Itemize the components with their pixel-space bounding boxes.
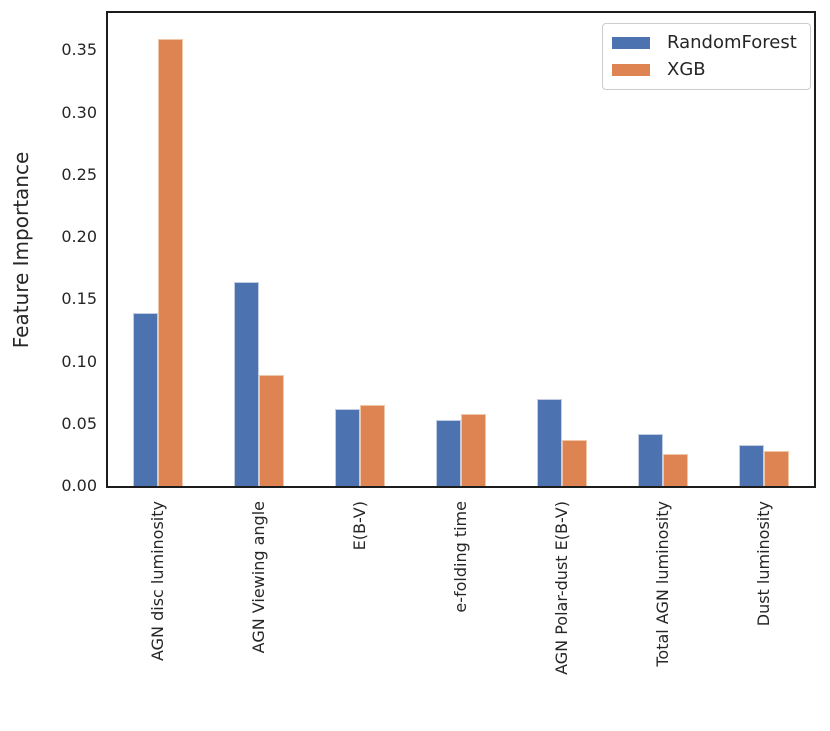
bar-xgb-2 [259,375,285,486]
bar-randomforest-6 [637,434,663,486]
x-tick-label-1: AGN disc luminosity [148,501,168,662]
bar-group-7 [713,13,814,486]
legend-label-xgb: XGB [667,59,706,80]
y-tick-label-0.10: 0.10 [61,351,97,371]
bar-xgb-6 [662,454,688,486]
bar-xgb-5 [561,440,587,486]
bar-xgb-3 [360,405,386,486]
x-tick-label-2: AGN Viewing angle [249,501,269,654]
plot-area [106,11,816,488]
y-tick-label-0.30: 0.30 [61,102,97,122]
legend-label-randomforest: RandomForest [667,32,797,53]
y-tick-label-0.15: 0.15 [61,289,97,309]
y-tick-label-0.20: 0.20 [61,227,97,247]
bar-group-2 [209,13,310,486]
x-tick-label-7: Dust luminosity [753,501,773,627]
bar-randomforest-3 [335,409,361,486]
bar-group-3 [310,13,411,486]
y-tick-label-0.25: 0.25 [61,164,97,184]
x-axis-ticks: AGN disc luminosity AGN Viewing angle E(B-… [106,500,816,710]
bar-xgb-4 [461,414,486,486]
bar-group-6 [612,13,713,486]
bar-groups [108,13,814,486]
y-tick-label-0.35: 0.35 [61,40,97,60]
y-tick-label-0.00: 0.00 [61,476,97,495]
x-tick-label-4: e-folding time [451,501,470,613]
bar-randomforest-5 [536,399,562,486]
bar-xgb-7 [763,451,789,486]
bar-group-5 [511,13,612,486]
x-tick-label-3: E(B-V) [350,501,370,551]
bar-randomforest-2 [234,282,260,486]
y-tick-label-0.05: 0.05 [61,413,97,433]
y-axis-ticks: 0.00 0.05 0.10 0.15 0.20 0.25 0.30 0.35 [0,13,97,494]
x-tick-label-6: Total AGN luminosity [652,501,672,667]
bar-randomforest-1 [133,313,159,486]
bar-randomforest-4 [436,420,461,486]
bar-group-4 [411,13,512,486]
legend: RandomForest XGB [602,23,811,90]
legend-swatch-randomforest [612,37,650,49]
legend-item-xgb: XGB [612,59,800,81]
bar-xgb-1 [158,39,184,486]
bar-group-1 [108,13,209,486]
bar-randomforest-7 [738,445,764,486]
legend-item-randomforest: RandomForest [612,32,800,54]
legend-swatch-xgb [612,64,650,76]
x-tick-label-5: AGN Polar-dust E(B-V) [551,501,571,675]
